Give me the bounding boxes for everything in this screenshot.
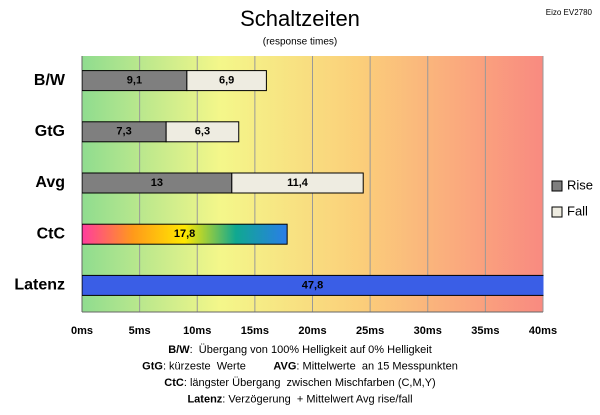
x-tick-label: 40ms xyxy=(529,325,557,337)
note-segment: Latenz xyxy=(187,393,222,405)
x-tick-label: 25ms xyxy=(356,325,384,337)
x-tick-label: 0ms xyxy=(71,325,93,337)
legend-swatch xyxy=(551,206,563,218)
x-tick-label: 30ms xyxy=(414,325,442,337)
bar xyxy=(82,274,544,296)
note-segment: : Mittelwerte an 15 Messpunkten xyxy=(296,360,457,372)
bar-segment xyxy=(165,121,240,143)
bar-segment xyxy=(231,172,364,194)
data-label: 7,3 xyxy=(116,126,131,138)
note: GtG: kürzeste Werte AVG: Mittelwerte an … xyxy=(142,360,458,372)
data-label: 13 xyxy=(151,177,163,189)
note-segment: : Übergang von 100% Helligkeit auf 0% He… xyxy=(190,344,432,356)
legend-label: Fall xyxy=(567,203,588,218)
y-tick-label: Avg xyxy=(35,174,65,191)
data-label: 6,3 xyxy=(195,126,210,138)
bar-segment xyxy=(186,70,267,92)
chart-title: Schaltzeiten xyxy=(240,6,360,31)
legend-swatch xyxy=(551,180,563,192)
bar xyxy=(82,223,288,245)
x-tick-label: 20ms xyxy=(298,325,326,337)
data-label: 11,4 xyxy=(287,177,309,189)
data-label: 6,9 xyxy=(219,75,234,87)
note-segment: B/W xyxy=(168,344,190,356)
data-label: 9,1 xyxy=(127,75,142,87)
note-segment: CtC xyxy=(164,377,184,389)
y-tick-label: B/W xyxy=(34,72,66,89)
x-tick-label: 15ms xyxy=(241,325,269,337)
corner-label: Eizo EV2780 xyxy=(546,8,593,17)
y-tick-label: Latenz xyxy=(14,277,65,294)
x-tick-label: 10ms xyxy=(183,325,211,337)
note-segment: : kürzeste Werte xyxy=(163,360,273,372)
note-segment: : Verzögerung + Mittelwert Avg rise/fall xyxy=(222,393,412,405)
note: Latenz: Verzögerung + Mittelwert Avg ris… xyxy=(187,393,412,405)
y-tick-label: GtG xyxy=(35,123,65,140)
y-tick-label: CtC xyxy=(37,225,66,242)
x-tick-label: 35ms xyxy=(471,325,499,337)
note-segment: : längster Übergang zwischen Mischfarben… xyxy=(184,377,436,389)
note-segment: GtG xyxy=(142,360,163,372)
data-label: 47,8 xyxy=(302,279,323,291)
note: CtC: längster Übergang zwischen Mischfar… xyxy=(164,377,435,389)
chart-subtitle: (response times) xyxy=(263,37,337,48)
legend-label: Rise xyxy=(567,177,593,192)
note-segment: AVG xyxy=(273,360,296,372)
x-tick-label: 5ms xyxy=(129,325,151,337)
data-label: 17,8 xyxy=(174,228,195,240)
note: B/W: Übergang von 100% Helligkeit auf 0%… xyxy=(168,344,432,356)
